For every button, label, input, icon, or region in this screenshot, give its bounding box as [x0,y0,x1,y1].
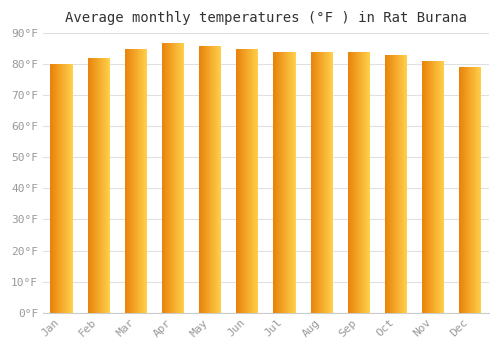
Title: Average monthly temperatures (°F ) in Rat Burana: Average monthly temperatures (°F ) in Ra… [65,11,467,25]
